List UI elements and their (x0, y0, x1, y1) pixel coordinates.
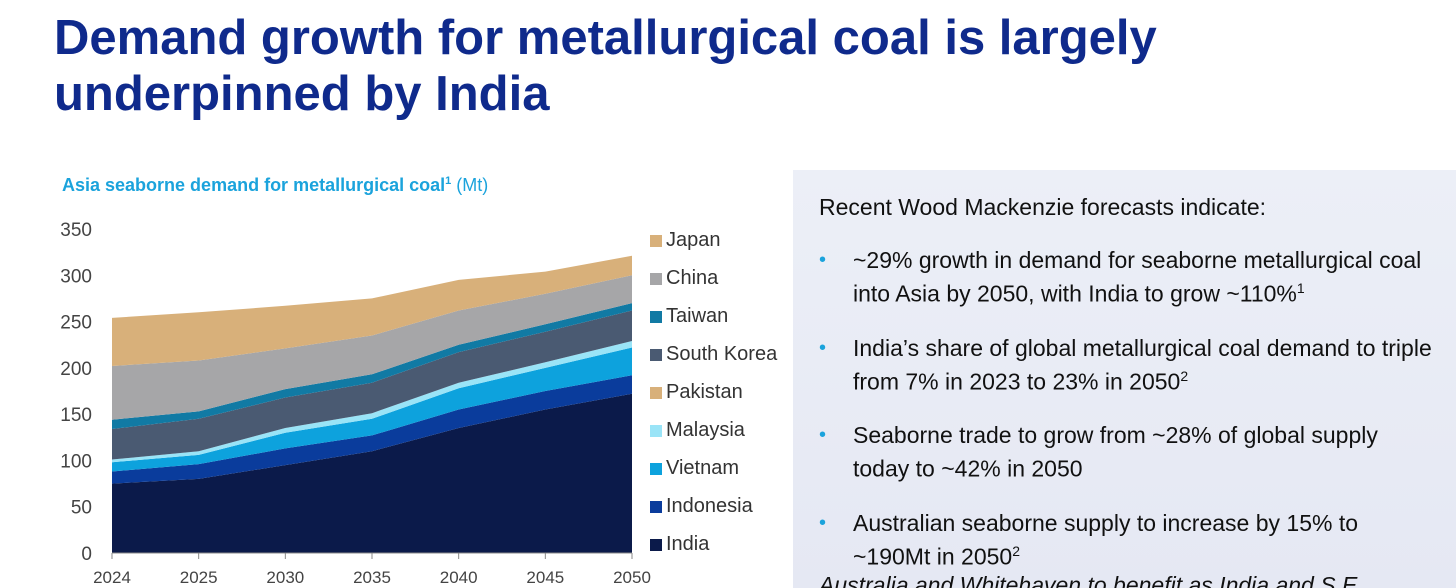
legend-swatch (650, 349, 662, 361)
area-india (112, 393, 632, 553)
stacked-area-chart: 0 50 100 150 200 250 300 350 2024 2025 2030 2035 204… (60, 220, 778, 587)
area-japan (112, 255, 632, 366)
bullet-icon: • (819, 424, 827, 447)
insight-panel: Recent Wood Mackenzie forecasts indicate… (793, 170, 1456, 588)
bullet-icon: • (819, 249, 827, 271)
legend-swatch (650, 235, 662, 247)
x-tick-label: 2035 (353, 568, 391, 587)
area-south-korea (112, 310, 632, 460)
bullet-item: • Australian seaborne supply to increase … (819, 509, 1439, 571)
legend-swatch (650, 539, 662, 551)
y-tick-label: 350 (60, 220, 92, 241)
legend-label: Indonesia (666, 495, 754, 517)
legend-label: Pakistan (666, 381, 743, 403)
bullet-text: India’s share of global metallurgical co… (853, 334, 1432, 395)
bullet-text: ~29% growth in demand for seaborne metal… (853, 247, 1422, 307)
legend-swatch (650, 273, 662, 285)
page-title: Demand growth for metallurgical coal is … (54, 11, 1157, 121)
legend-swatch (650, 311, 662, 323)
x-tick-label: 2030 (266, 568, 304, 587)
bullet-icon: • (819, 336, 827, 359)
chart-title-unit: (Mt) (456, 175, 489, 195)
legend-swatch (650, 425, 662, 437)
bullet-list: • ~29% growth in demand for seaborne meta… (819, 246, 1439, 588)
bullet-item: • India’s share of global metallurgical c… (819, 334, 1439, 396)
area-vietnam (112, 347, 632, 472)
bullet-footnote: 2 (1012, 542, 1020, 559)
legend-swatch (650, 463, 662, 475)
bullet-text: Australian seaborne supply to increase b… (853, 509, 1359, 570)
panel-intro: Recent Wood Mackenzie forecasts indicate… (819, 194, 1267, 220)
x-tick-label: 2050 (613, 568, 651, 587)
y-tick-label: 50 (71, 498, 92, 519)
area-taiwan (112, 303, 632, 429)
x-tick-label: 2025 (180, 568, 218, 587)
bullet-footnote: 2 (1180, 367, 1189, 384)
chart-title: Asia seaborne demand for metallurgical c… (62, 175, 488, 196)
y-tick-label: 250 (60, 313, 92, 334)
legend-label: India (666, 533, 710, 555)
legend-swatch (650, 501, 662, 513)
bullet-footnote: 1 (1296, 280, 1305, 296)
panel-footer: Australia and Whitehaven to benefit as I… (819, 572, 1364, 588)
y-tick-label: 200 (60, 359, 92, 380)
area-indonesia (112, 375, 632, 484)
chart-title-footnote: 1 (445, 175, 452, 187)
x-tick-label: 2040 (440, 568, 478, 587)
legend-label: Vietnam (666, 457, 739, 479)
bullet-text: Seaborne trade to grow from ~28% of glob… (853, 422, 1378, 482)
y-tick-label: 0 (81, 544, 92, 565)
legend-label: South Korea (666, 343, 778, 365)
bullet-item: • ~29% growth in demand for seaborne meta… (819, 246, 1439, 308)
legend-label: China (666, 267, 719, 289)
legend-swatch (650, 387, 662, 399)
bullet-icon: • (819, 511, 827, 534)
chart-title-text: Asia seaborne demand for metallurgical c… (62, 175, 446, 195)
x-tick-label: 2045 (526, 568, 564, 587)
x-tick-label: 2024 (93, 568, 131, 587)
legend-label: Japan (666, 229, 721, 251)
legend-label: Taiwan (666, 305, 728, 327)
y-tick-label: 100 (60, 451, 92, 472)
bullet-item: • Seaborne trade to grow from ~28% of glo… (819, 421, 1439, 483)
y-tick-label: 150 (60, 405, 92, 426)
area-china (112, 275, 632, 420)
y-tick-label: 300 (60, 266, 92, 287)
legend-label: Malaysia (666, 419, 746, 441)
